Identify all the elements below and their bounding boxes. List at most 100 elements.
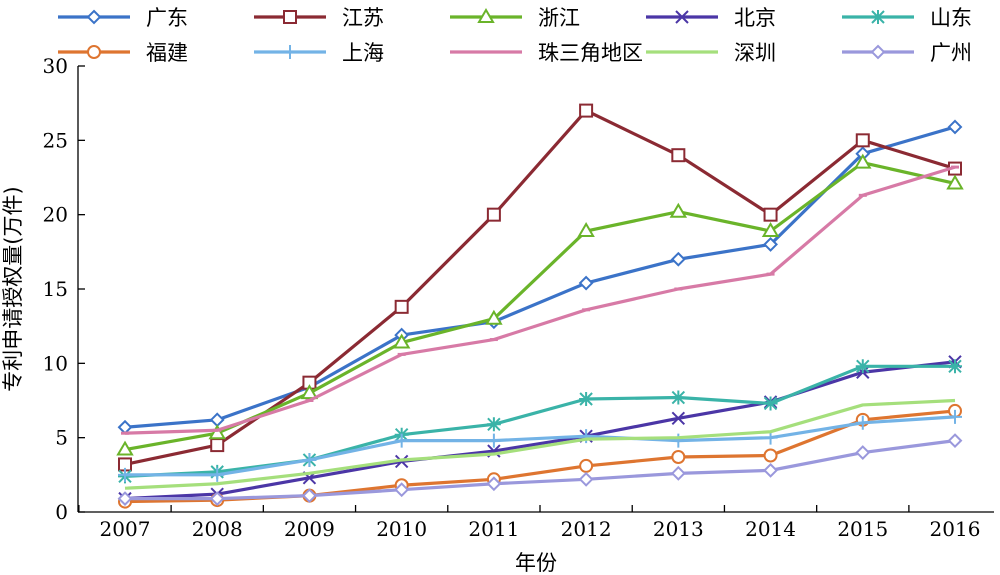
- series-9-point: [670, 465, 686, 481]
- series-2-point: [392, 333, 411, 349]
- series-1: [118, 103, 962, 472]
- series-3-line: [124, 360, 956, 501]
- series-0-point: [578, 275, 594, 291]
- x-tick-label: 2014: [745, 517, 796, 541]
- legend-item: 北京: [646, 6, 776, 30]
- series-0-line: [124, 125, 956, 429]
- series-2-line: [124, 161, 956, 452]
- legend-label: 福建: [146, 41, 188, 65]
- y-tick-label: 0: [55, 500, 68, 524]
- series-4-point: [948, 359, 962, 374]
- x-axis-title: 年份: [515, 551, 557, 575]
- series-5-point: [763, 448, 778, 463]
- y-ticks: 0 5 10 15 20 25 30: [43, 54, 85, 524]
- series-5-point: [671, 449, 686, 464]
- series-7-line: [124, 165, 956, 435]
- y-tick-label: 30: [43, 54, 68, 78]
- series-9-point: [302, 488, 317, 504]
- series-5-point: [579, 458, 594, 473]
- legend-label: 上海: [342, 41, 384, 65]
- series-0-point: [763, 236, 778, 252]
- series-1-point: [394, 299, 409, 314]
- series-0-point: [947, 119, 963, 135]
- legend-swatch-marker: [477, 8, 495, 23]
- legend-label: 山东: [930, 6, 972, 30]
- series-2: [116, 153, 964, 456]
- series-4-point: [763, 396, 778, 411]
- series-4-point: [671, 390, 686, 405]
- legend-label: 广东: [146, 6, 188, 30]
- series-9-point: [947, 433, 963, 449]
- series-0-point: [117, 419, 133, 435]
- series-9-point: [209, 491, 225, 507]
- legend-item: 广州: [842, 41, 972, 65]
- x-ticks: 2007 2008 2009 2010 2011 2012 2013 2014 2015 2016: [78, 505, 981, 541]
- x-tick-label: 2012: [561, 517, 612, 541]
- legend-item: 深圳: [646, 41, 776, 65]
- legend-item: 山东: [842, 6, 972, 30]
- series-9-point: [486, 476, 502, 492]
- y-tick-label: 15: [43, 277, 68, 301]
- legend-label: 广州: [930, 41, 972, 65]
- series-6-point: [579, 429, 594, 444]
- series-lines: [116, 103, 964, 509]
- x-tick-label: 2007: [100, 517, 151, 541]
- series-2-point: [761, 222, 780, 238]
- legend-swatch-marker: [871, 10, 885, 24]
- legend-label: 深圳: [734, 41, 776, 65]
- legend-swatch-marker: [87, 45, 101, 59]
- series-3-point: [671, 411, 686, 426]
- series-6-point: [394, 433, 409, 448]
- series-9-line: [125, 439, 956, 501]
- series-9: [117, 433, 963, 507]
- y-tick-label: 25: [43, 128, 68, 152]
- series-2-point: [300, 384, 319, 400]
- series-1-point: [579, 103, 594, 118]
- series-2-point: [854, 153, 872, 169]
- legend-item: 浙江: [450, 6, 580, 30]
- series-9-point: [855, 445, 871, 460]
- series-6-point: [118, 467, 132, 482]
- legend-label: 珠三角地区: [538, 41, 643, 65]
- series-7: [121, 165, 959, 435]
- series-1-point: [210, 438, 225, 453]
- series-2-point: [485, 309, 503, 325]
- series-6-point: [486, 433, 501, 448]
- legend-swatch-marker: [86, 9, 102, 25]
- legend-item: 广东: [58, 6, 188, 30]
- legend-item: 上海: [254, 41, 384, 65]
- series-1-point: [763, 207, 778, 222]
- series-6-point: [948, 409, 962, 424]
- legend-swatch-marker: [870, 44, 886, 60]
- legend-swatch-marker: [283, 45, 297, 59]
- legend-item: 江苏: [254, 6, 384, 30]
- x-tick-label: 2010: [376, 517, 427, 541]
- legend-label: 江苏: [342, 6, 384, 30]
- series-2-point: [208, 424, 226, 440]
- x-tick-label: 2015: [837, 517, 888, 541]
- series-9-point: [117, 491, 133, 507]
- y-tick-label: 5: [55, 426, 68, 450]
- series-2-point: [669, 202, 688, 218]
- series-1-point: [486, 207, 501, 222]
- series-6-point: [855, 415, 870, 430]
- y-axis-title: 专利申请授权量(万件): [1, 186, 25, 391]
- series-0: [117, 119, 963, 435]
- legend-label: 北京: [734, 6, 776, 30]
- legend-label: 浙江: [538, 6, 580, 30]
- x-tick-label: 2009: [284, 517, 335, 541]
- series-8: [124, 398, 956, 490]
- series-2-point: [116, 440, 134, 456]
- y-tick-label: 10: [43, 351, 68, 375]
- series-6-point: [210, 467, 225, 482]
- x-tick-label: 2016: [930, 517, 981, 541]
- series-4-point: [579, 392, 594, 407]
- series-8-line: [124, 398, 956, 490]
- series-0-point: [670, 251, 686, 267]
- y-tick-label: 20: [43, 203, 68, 227]
- series-2-point: [946, 174, 964, 190]
- series-0-point: [209, 412, 225, 428]
- x-tick-label: 2008: [192, 517, 243, 541]
- series-9-point: [578, 471, 594, 487]
